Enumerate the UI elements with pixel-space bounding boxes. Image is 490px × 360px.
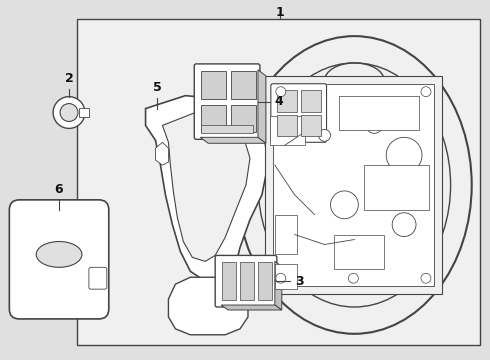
FancyBboxPatch shape bbox=[195, 64, 260, 139]
FancyBboxPatch shape bbox=[215, 255, 277, 307]
Circle shape bbox=[60, 104, 78, 121]
Circle shape bbox=[348, 273, 358, 283]
Bar bbox=[231, 105, 256, 132]
Bar bbox=[275, 215, 297, 255]
Ellipse shape bbox=[237, 36, 472, 334]
Circle shape bbox=[421, 87, 431, 96]
Bar bbox=[201, 105, 226, 132]
Bar bbox=[335, 235, 384, 269]
Bar bbox=[265, 76, 442, 294]
Circle shape bbox=[53, 96, 85, 129]
Text: 3: 3 bbox=[294, 275, 303, 288]
Polygon shape bbox=[275, 261, 282, 310]
Bar bbox=[365, 165, 429, 210]
Bar bbox=[240, 262, 254, 300]
Bar bbox=[277, 114, 297, 136]
Bar bbox=[201, 71, 226, 99]
Bar bbox=[275, 264, 297, 289]
Circle shape bbox=[367, 117, 382, 133]
FancyBboxPatch shape bbox=[271, 84, 326, 142]
Polygon shape bbox=[169, 277, 248, 335]
Bar bbox=[273, 84, 434, 286]
Ellipse shape bbox=[36, 242, 82, 267]
Circle shape bbox=[331, 191, 358, 219]
Polygon shape bbox=[221, 305, 282, 310]
Text: 5: 5 bbox=[153, 81, 162, 94]
Bar bbox=[301, 90, 320, 112]
Bar bbox=[277, 90, 297, 112]
Bar bbox=[222, 262, 236, 300]
Text: 1: 1 bbox=[275, 6, 284, 19]
Bar bbox=[77, 19, 480, 345]
Polygon shape bbox=[258, 70, 266, 143]
Text: 6: 6 bbox=[55, 183, 63, 196]
Polygon shape bbox=[200, 137, 266, 143]
Circle shape bbox=[392, 213, 416, 237]
Bar bbox=[201, 125, 253, 133]
Polygon shape bbox=[146, 96, 268, 281]
Bar bbox=[79, 108, 89, 117]
Circle shape bbox=[421, 273, 431, 283]
Polygon shape bbox=[155, 142, 169, 165]
Text: 2: 2 bbox=[65, 72, 74, 85]
Bar bbox=[301, 114, 320, 136]
FancyBboxPatch shape bbox=[9, 200, 109, 319]
Polygon shape bbox=[163, 113, 250, 261]
Circle shape bbox=[276, 87, 286, 96]
FancyBboxPatch shape bbox=[89, 267, 107, 289]
Circle shape bbox=[318, 129, 331, 141]
Ellipse shape bbox=[258, 63, 451, 307]
Bar bbox=[231, 71, 256, 99]
Text: 4: 4 bbox=[275, 95, 284, 108]
Bar bbox=[340, 96, 419, 130]
Circle shape bbox=[276, 273, 286, 283]
Bar bbox=[258, 262, 272, 300]
Circle shape bbox=[386, 137, 422, 173]
Bar bbox=[270, 116, 305, 145]
